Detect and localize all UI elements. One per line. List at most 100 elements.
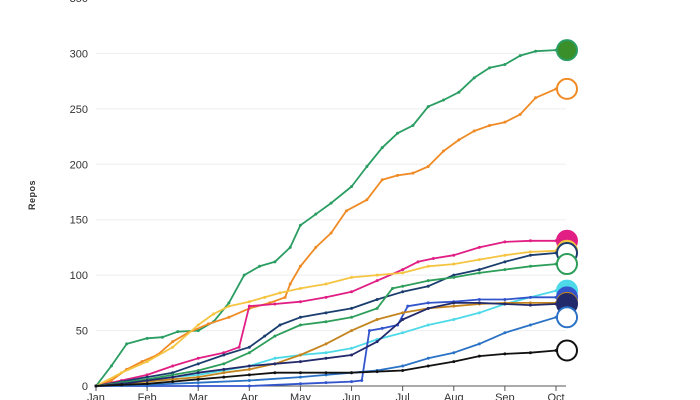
data-point xyxy=(452,301,456,305)
logo-badge xyxy=(556,77,578,100)
data-point xyxy=(140,360,144,364)
data-point xyxy=(426,105,430,109)
data-point xyxy=(298,286,302,290)
data-point xyxy=(426,279,430,283)
data-point xyxy=(528,250,532,254)
data-point xyxy=(298,360,302,364)
data-point xyxy=(298,371,302,375)
data-point xyxy=(477,258,481,262)
data-point xyxy=(242,273,246,277)
x-tick-label: Jun xyxy=(343,392,361,400)
data-point xyxy=(273,334,277,338)
data-point xyxy=(273,356,277,360)
x-tick-label: May xyxy=(290,392,311,400)
data-point xyxy=(125,342,129,346)
data-point xyxy=(222,353,226,357)
data-point xyxy=(477,298,481,302)
data-point xyxy=(390,286,394,290)
data-point xyxy=(258,264,262,268)
data-point xyxy=(298,315,302,319)
data-point xyxy=(528,253,532,257)
data-point xyxy=(227,301,231,305)
data-point xyxy=(452,360,456,364)
data-point xyxy=(426,301,430,305)
data-point xyxy=(171,364,175,368)
data-point xyxy=(273,362,277,366)
data-point xyxy=(222,367,226,371)
data-point xyxy=(426,165,430,169)
data-point xyxy=(273,302,277,306)
data-point xyxy=(477,301,481,305)
data-point xyxy=(145,336,149,340)
logo-text: [-] xyxy=(564,87,570,93)
logo-text: Bosch xyxy=(558,316,577,322)
data-point xyxy=(196,377,200,381)
data-point xyxy=(324,295,328,299)
data-point xyxy=(222,351,226,355)
data-point xyxy=(442,98,446,102)
data-point xyxy=(227,315,231,319)
data-point xyxy=(350,290,354,294)
data-point xyxy=(452,275,456,279)
y-tick-label: 50 xyxy=(76,326,88,338)
data-point xyxy=(247,300,251,304)
series-line-aws xyxy=(95,88,557,387)
data-point xyxy=(212,312,216,316)
data-point xyxy=(477,268,481,272)
data-point xyxy=(247,351,251,355)
data-point xyxy=(503,253,507,257)
data-point xyxy=(237,345,241,349)
data-point xyxy=(401,317,405,321)
series-layer xyxy=(94,48,558,388)
data-point xyxy=(283,295,287,299)
data-point xyxy=(380,178,384,182)
data-point xyxy=(503,268,507,272)
logo-text: Z xyxy=(565,349,569,355)
data-point xyxy=(324,381,328,385)
series-blue xyxy=(94,295,558,388)
data-point xyxy=(298,382,302,386)
data-point xyxy=(206,322,210,326)
data-point xyxy=(528,303,532,307)
data-point xyxy=(350,329,354,333)
data-point xyxy=(196,384,200,388)
data-point xyxy=(120,383,124,387)
data-point xyxy=(94,384,98,388)
data-point xyxy=(247,378,251,382)
data-point xyxy=(324,282,328,286)
data-point xyxy=(401,268,405,272)
data-point xyxy=(431,257,435,261)
data-point xyxy=(477,342,481,346)
data-point xyxy=(426,364,430,368)
data-point xyxy=(298,323,302,327)
data-point xyxy=(416,260,420,264)
data-point xyxy=(350,353,354,357)
data-point xyxy=(426,356,430,360)
data-point xyxy=(375,306,379,310)
y-tick-label: 100 xyxy=(70,270,88,282)
logo-badge xyxy=(556,339,578,362)
data-point xyxy=(503,260,507,264)
data-point xyxy=(350,380,354,384)
data-point xyxy=(171,371,175,375)
y-tick-label: 0 xyxy=(82,381,88,393)
data-point xyxy=(196,329,200,333)
data-point xyxy=(375,279,379,283)
data-point xyxy=(488,123,492,127)
data-point xyxy=(406,304,410,308)
data-point xyxy=(145,382,149,386)
y-tick-label: 200 xyxy=(70,159,88,171)
logo-ibm-icon: IBM xyxy=(556,253,578,276)
series-zf xyxy=(94,349,558,388)
data-point xyxy=(176,330,180,334)
data-point xyxy=(324,342,328,346)
x-tick-label: Aug xyxy=(444,392,464,400)
data-point xyxy=(324,373,328,377)
data-point xyxy=(380,326,384,330)
data-point xyxy=(171,377,175,381)
data-point xyxy=(396,173,400,177)
data-point xyxy=(534,49,538,53)
data-point xyxy=(196,323,200,327)
data-point xyxy=(196,371,200,375)
